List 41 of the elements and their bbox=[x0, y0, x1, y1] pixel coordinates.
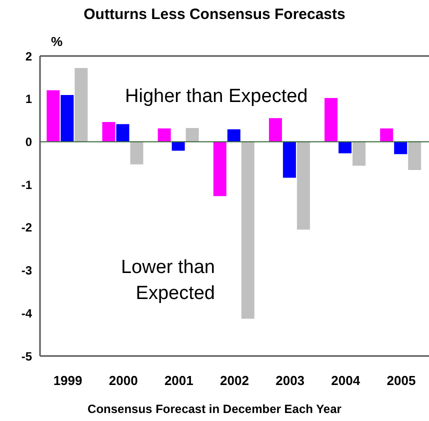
bar bbox=[158, 128, 171, 142]
x-tick-label: 2003 bbox=[276, 373, 305, 388]
x-axis-title: Consensus Forecast in December Each Year bbox=[86, 402, 342, 416]
bar bbox=[186, 128, 199, 142]
bar bbox=[408, 142, 422, 170]
bar bbox=[324, 98, 338, 142]
x-tick-label: 2000 bbox=[108, 373, 138, 388]
y-tick-label: 0 bbox=[25, 134, 32, 149]
x-tick-label: 2002 bbox=[220, 373, 249, 388]
bar bbox=[46, 90, 60, 142]
y-tick-label: -3 bbox=[21, 264, 32, 278]
bar bbox=[394, 142, 408, 154]
y-tick-label: 1 bbox=[25, 92, 32, 106]
x-tick-label: 2004 bbox=[331, 373, 361, 388]
bar bbox=[102, 122, 116, 142]
x-tick-label: 1999 bbox=[53, 373, 82, 388]
bar bbox=[380, 128, 394, 142]
bar bbox=[172, 142, 185, 151]
y-tick-label: -1 bbox=[21, 178, 32, 192]
annotation: Lower than Expected bbox=[120, 256, 215, 306]
y-tick-label: -4 bbox=[21, 306, 32, 320]
bar bbox=[227, 129, 240, 142]
bar bbox=[268, 118, 282, 142]
annotation: Higher than Expected bbox=[125, 85, 308, 109]
bar bbox=[116, 124, 130, 142]
y-tick-label: -5 bbox=[21, 349, 32, 364]
bar bbox=[282, 142, 296, 178]
bar bbox=[60, 95, 74, 142]
bar bbox=[338, 142, 352, 154]
x-tick-label: 2001 bbox=[164, 373, 194, 388]
bar bbox=[213, 142, 226, 196]
bar bbox=[241, 142, 254, 319]
y-tick-label: 2 bbox=[25, 49, 32, 64]
y-tick-label: -2 bbox=[21, 220, 32, 235]
x-tick-label: 2005 bbox=[386, 373, 416, 388]
bar bbox=[352, 142, 366, 166]
chart-title: Outturns Less Consensus Forecasts bbox=[82, 6, 346, 23]
bar bbox=[296, 142, 310, 230]
bar bbox=[74, 68, 88, 142]
bar bbox=[130, 142, 144, 164]
y-axis-title: % bbox=[51, 34, 63, 49]
